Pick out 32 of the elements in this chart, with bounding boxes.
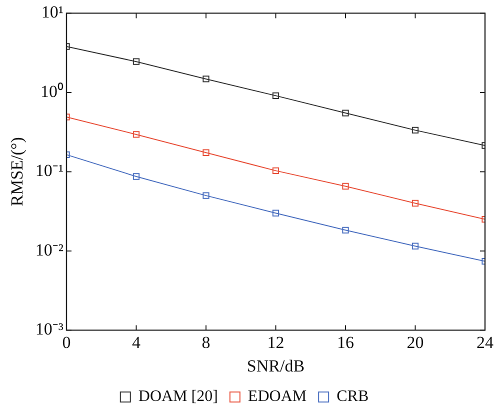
point xyxy=(272,92,280,100)
point xyxy=(132,131,140,138)
legend-label: DOAM [20] xyxy=(138,388,218,406)
point xyxy=(202,76,210,82)
point xyxy=(342,226,349,234)
x-tick-label: 0 xyxy=(62,332,71,352)
y-tick-label: 10⁻³ xyxy=(35,320,64,339)
point xyxy=(272,167,280,174)
legend-label: EDOAM xyxy=(248,388,307,406)
y-tick-label: 10⁻¹ xyxy=(35,161,64,180)
y-axis-title: RMSE/(°) xyxy=(8,137,27,206)
y-tick-label: 10⁻² xyxy=(35,240,64,260)
point xyxy=(412,200,419,207)
point xyxy=(342,110,349,116)
point xyxy=(412,242,419,250)
x-tick-label: 8 xyxy=(202,332,210,352)
y-tick-label: 10⁰ xyxy=(40,82,64,101)
x-tick-label: 16 xyxy=(337,332,354,352)
point xyxy=(272,210,280,216)
point xyxy=(412,126,419,134)
point xyxy=(132,58,140,65)
x-tick-label: 12 xyxy=(267,332,284,352)
y-tick-label: 10¹ xyxy=(41,2,64,22)
x-axis-title: SNR/dB xyxy=(246,356,305,376)
legend-label: CRB xyxy=(336,388,369,406)
x-tick-label: 24 xyxy=(476,332,494,352)
x-tick-label: 4 xyxy=(132,332,141,352)
point xyxy=(342,182,349,190)
point xyxy=(202,192,210,199)
point xyxy=(202,149,210,156)
point xyxy=(132,173,140,180)
x-tick-label: 20 xyxy=(406,332,424,352)
